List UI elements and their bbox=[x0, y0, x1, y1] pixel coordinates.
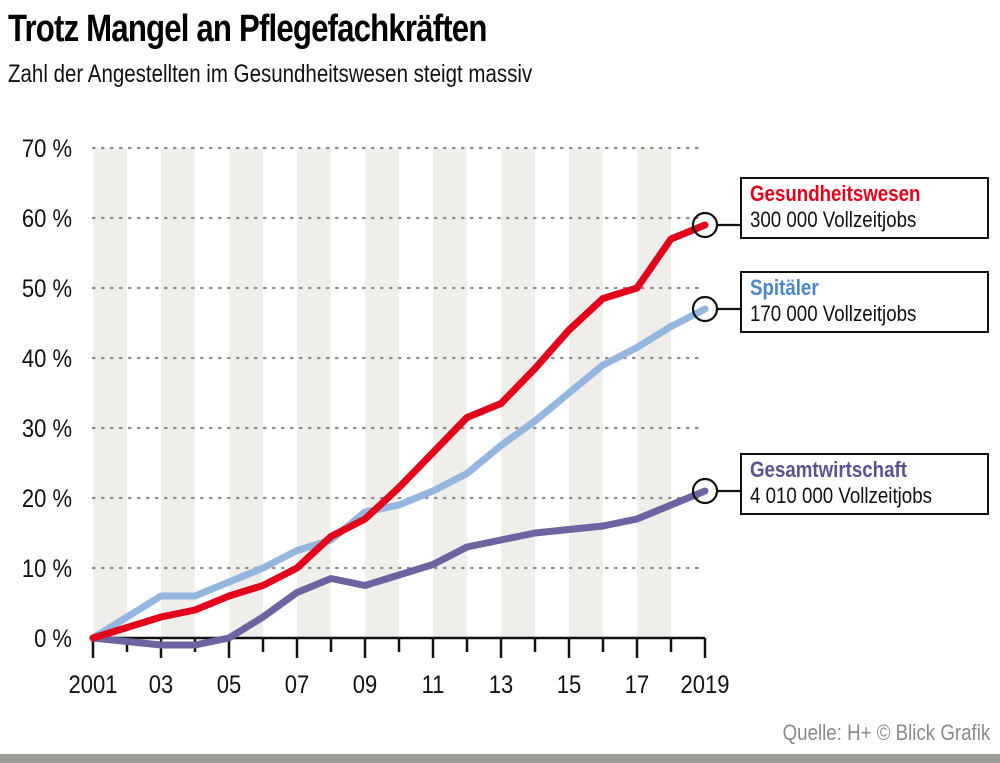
legend-spitaeler: Spitäler 170 000 Vollzeitjobs bbox=[740, 271, 989, 333]
y-axis-labels: 0 % 10 % 20 % 30 % 40 % 50 % 60 % 70 % bbox=[22, 135, 72, 653]
legend-value: 4 010 000 Vollzeitjobs bbox=[750, 483, 932, 508]
chart-subtitle: Zahl der Angestellten im Gesundheitswese… bbox=[8, 60, 533, 88]
series-lines bbox=[89, 221, 709, 649]
gridlines bbox=[91, 146, 707, 570]
x-tick-label: 17 bbox=[625, 671, 649, 699]
x-tick-label: 2001 bbox=[69, 671, 118, 699]
year-band bbox=[229, 148, 263, 638]
x-tick-label: 09 bbox=[353, 671, 377, 699]
y-tick-label: 60 % bbox=[22, 205, 72, 233]
chart-title: Trotz Mangel an Pflegefachkräften bbox=[8, 8, 487, 50]
year-band bbox=[365, 148, 399, 638]
x-tick-label: 07 bbox=[285, 671, 309, 699]
year-band bbox=[501, 148, 535, 638]
legend-value: 170 000 Vollzeitjobs bbox=[750, 301, 917, 326]
x-tick-label: 2019 bbox=[681, 671, 730, 699]
year-band bbox=[161, 148, 195, 638]
x-axis-labels: 2001 03 05 07 09 11 13 15 17 2019 bbox=[69, 671, 730, 699]
y-tick-label: 70 % bbox=[22, 135, 72, 163]
x-tick-label: 13 bbox=[489, 671, 513, 699]
year-band bbox=[93, 148, 127, 638]
year-band bbox=[569, 148, 603, 638]
legend-label: Gesamtwirtschaft bbox=[750, 457, 907, 482]
y-tick-label: 30 % bbox=[22, 415, 72, 443]
series-line-spitäler bbox=[89, 305, 709, 642]
x-tick-label: 05 bbox=[217, 671, 241, 699]
y-tick-label: 10 % bbox=[22, 555, 72, 583]
bottom-bar bbox=[0, 754, 1000, 763]
legend-label: Spitäler bbox=[750, 275, 819, 300]
x-tick-label: 15 bbox=[557, 671, 581, 699]
year-bands bbox=[93, 148, 671, 638]
endpoint-markers bbox=[691, 211, 741, 505]
x-tick-label: 03 bbox=[149, 671, 173, 699]
y-tick-label: 40 % bbox=[22, 345, 72, 373]
legend-value: 300 000 Vollzeitjobs bbox=[750, 207, 917, 232]
legend-label: Gesundheitswesen bbox=[750, 181, 921, 206]
series-line-gesundheitswesen bbox=[89, 221, 709, 642]
year-band bbox=[637, 148, 671, 638]
y-tick-label: 0 % bbox=[34, 625, 72, 653]
legend-gesamtwirtschaft: Gesamtwirtschaft 4 010 000 Vollzeitjobs bbox=[740, 453, 989, 515]
legend-gesundheitswesen: Gesundheitswesen 300 000 Vollzeitjobs bbox=[740, 177, 989, 239]
x-tick-label: 11 bbox=[422, 671, 445, 699]
y-tick-label: 20 % bbox=[22, 485, 72, 513]
source-credit: Quelle: H+ © Blick Grafik bbox=[782, 720, 990, 745]
series-line-gesamtwirtschaft bbox=[89, 487, 709, 649]
y-tick-label: 50 % bbox=[22, 275, 72, 303]
